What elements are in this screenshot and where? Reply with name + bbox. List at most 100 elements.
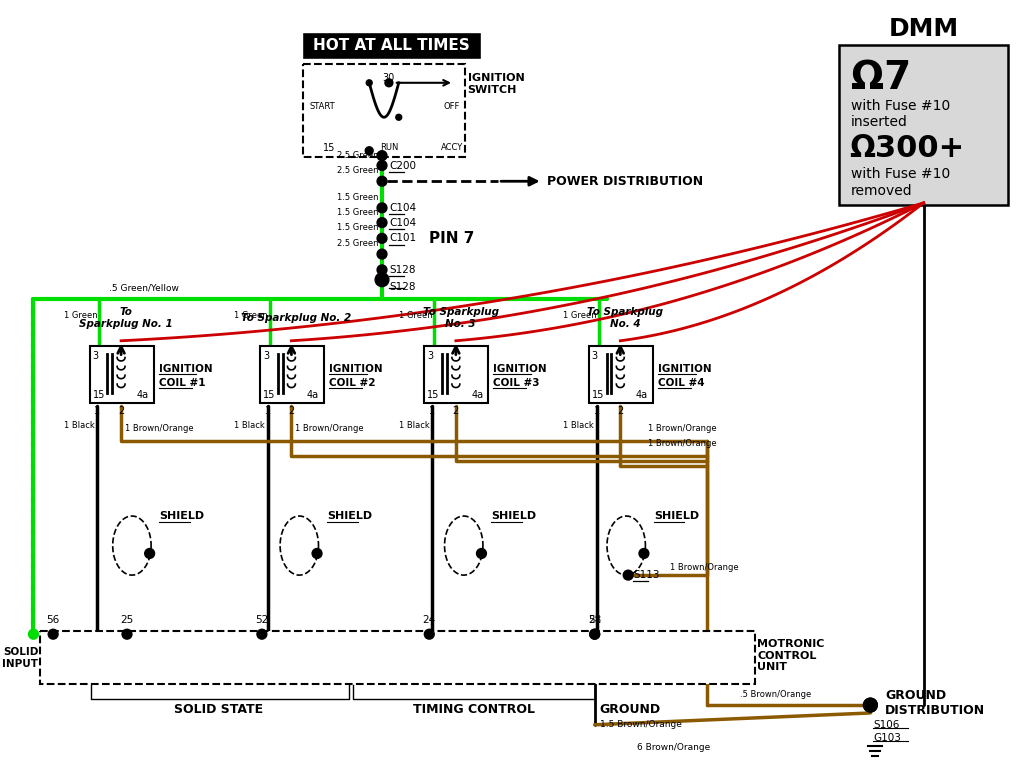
Text: 1 Black: 1 Black bbox=[398, 420, 429, 430]
Text: with Fuse #10
inserted: with Fuse #10 inserted bbox=[851, 98, 950, 129]
Text: SHIELD: SHIELD bbox=[653, 511, 699, 521]
Text: .5 Green/Yellow: .5 Green/Yellow bbox=[109, 283, 178, 292]
Text: 1 Brown/Orange: 1 Brown/Orange bbox=[125, 424, 194, 434]
Text: 1 Green: 1 Green bbox=[398, 311, 432, 321]
Text: HOT AT ALL TIMES: HOT AT ALL TIMES bbox=[313, 38, 470, 53]
Circle shape bbox=[144, 548, 155, 558]
Text: 2.5 Green: 2.5 Green bbox=[337, 151, 378, 160]
Text: IGNITION: IGNITION bbox=[494, 364, 547, 374]
Text: MOTRONIC
CONTROL
UNIT: MOTRONIC CONTROL UNIT bbox=[757, 639, 824, 672]
Text: 1 Brown/Orange: 1 Brown/Orange bbox=[295, 424, 364, 434]
Circle shape bbox=[590, 629, 600, 639]
Text: 25: 25 bbox=[121, 615, 133, 626]
Circle shape bbox=[639, 548, 649, 558]
Text: C101: C101 bbox=[389, 233, 416, 243]
Text: S128: S128 bbox=[389, 265, 416, 275]
Text: To Sparkplug
No. 4: To Sparkplug No. 4 bbox=[587, 307, 664, 329]
Text: SHIELD: SHIELD bbox=[492, 511, 537, 521]
Text: 56: 56 bbox=[46, 615, 59, 626]
FancyBboxPatch shape bbox=[260, 346, 324, 402]
Text: SOLID STATE: SOLID STATE bbox=[174, 703, 263, 716]
Circle shape bbox=[29, 629, 38, 639]
Text: DMM: DMM bbox=[889, 17, 958, 41]
Text: 2: 2 bbox=[617, 406, 624, 416]
Text: To
Sparkplug No. 1: To Sparkplug No. 1 bbox=[79, 307, 173, 329]
Text: C104: C104 bbox=[389, 203, 416, 213]
Circle shape bbox=[377, 203, 387, 213]
Circle shape bbox=[590, 629, 600, 639]
Text: 3: 3 bbox=[263, 351, 269, 360]
Text: SOLID
INPUT: SOLID INPUT bbox=[2, 647, 38, 668]
Circle shape bbox=[377, 233, 387, 243]
Text: 1 Brown/Orange: 1 Brown/Orange bbox=[670, 563, 738, 573]
FancyBboxPatch shape bbox=[589, 346, 652, 402]
Circle shape bbox=[122, 629, 132, 639]
Text: 51: 51 bbox=[588, 615, 601, 626]
Text: 4a: 4a bbox=[471, 390, 483, 400]
Circle shape bbox=[377, 265, 387, 275]
Text: IGNITION
SWITCH: IGNITION SWITCH bbox=[468, 73, 524, 94]
Text: 30: 30 bbox=[383, 73, 395, 83]
Circle shape bbox=[367, 80, 372, 86]
Text: 15: 15 bbox=[592, 390, 604, 400]
Text: 2.5 Green: 2.5 Green bbox=[337, 166, 378, 176]
Text: ACCY: ACCY bbox=[440, 144, 463, 152]
Circle shape bbox=[476, 548, 486, 558]
Circle shape bbox=[377, 218, 387, 228]
Circle shape bbox=[624, 570, 633, 580]
Text: S113: S113 bbox=[633, 570, 659, 580]
Text: .5 Brown/Orange: .5 Brown/Orange bbox=[740, 690, 811, 699]
Text: 1: 1 bbox=[594, 406, 600, 416]
Text: COIL #4: COIL #4 bbox=[657, 378, 705, 388]
Circle shape bbox=[48, 629, 58, 639]
Text: OFF: OFF bbox=[443, 102, 460, 111]
Circle shape bbox=[377, 161, 387, 170]
Text: 15: 15 bbox=[323, 143, 335, 153]
Text: 2: 2 bbox=[453, 406, 459, 416]
Text: GROUND: GROUND bbox=[600, 703, 660, 716]
Circle shape bbox=[377, 249, 387, 259]
Text: To Sparkplug
No. 3: To Sparkplug No. 3 bbox=[423, 307, 499, 329]
Circle shape bbox=[863, 698, 878, 712]
Text: COIL #1: COIL #1 bbox=[159, 378, 205, 388]
Text: 15: 15 bbox=[263, 390, 275, 400]
FancyBboxPatch shape bbox=[302, 32, 481, 59]
Text: SHIELD: SHIELD bbox=[327, 511, 372, 521]
Circle shape bbox=[377, 176, 387, 186]
FancyBboxPatch shape bbox=[40, 631, 755, 684]
Circle shape bbox=[385, 79, 393, 87]
Text: POWER DISTRIBUTION: POWER DISTRIBUTION bbox=[548, 175, 703, 188]
Text: SHIELD: SHIELD bbox=[160, 511, 205, 521]
Text: 3: 3 bbox=[427, 351, 433, 360]
Text: 3: 3 bbox=[92, 351, 98, 360]
Circle shape bbox=[312, 548, 322, 558]
Text: 1: 1 bbox=[429, 406, 435, 416]
Text: IGNITION: IGNITION bbox=[159, 364, 212, 374]
Text: C104: C104 bbox=[389, 218, 416, 228]
Text: 1 Brown/Orange: 1 Brown/Orange bbox=[648, 439, 717, 448]
Text: 52: 52 bbox=[255, 615, 268, 626]
Circle shape bbox=[863, 698, 878, 712]
Text: 1 Black: 1 Black bbox=[234, 420, 265, 430]
Text: 1.5 Brown/Orange: 1.5 Brown/Orange bbox=[600, 720, 682, 729]
Text: START: START bbox=[309, 102, 335, 111]
Text: 1: 1 bbox=[265, 406, 271, 416]
FancyBboxPatch shape bbox=[303, 64, 465, 157]
Text: 6 Brown/Orange: 6 Brown/Orange bbox=[637, 743, 710, 751]
Circle shape bbox=[257, 629, 267, 639]
Text: 1.5 Green: 1.5 Green bbox=[337, 223, 378, 232]
Text: 1.5 Green: 1.5 Green bbox=[337, 207, 378, 217]
FancyBboxPatch shape bbox=[89, 346, 154, 402]
Text: IGNITION: IGNITION bbox=[657, 364, 712, 374]
Text: 2: 2 bbox=[289, 406, 295, 416]
Text: S128: S128 bbox=[389, 282, 416, 292]
Text: 15: 15 bbox=[427, 390, 439, 400]
Text: S106: S106 bbox=[873, 720, 900, 730]
Circle shape bbox=[377, 151, 387, 161]
Text: 4a: 4a bbox=[136, 390, 148, 400]
Text: IGNITION: IGNITION bbox=[329, 364, 383, 374]
Text: 3: 3 bbox=[592, 351, 598, 360]
Circle shape bbox=[366, 147, 373, 154]
Text: 24: 24 bbox=[423, 615, 436, 626]
Circle shape bbox=[396, 115, 401, 120]
